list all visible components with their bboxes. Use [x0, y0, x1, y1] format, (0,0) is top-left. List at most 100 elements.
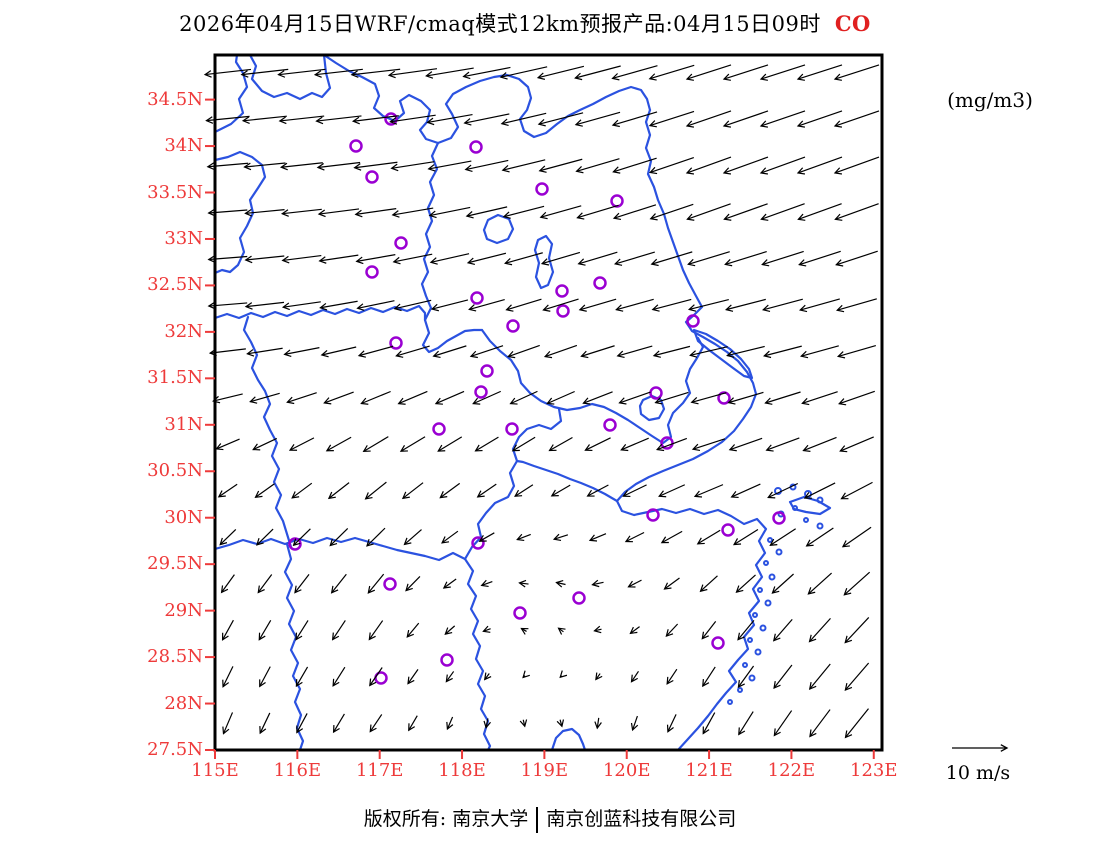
wind-arrow [836, 250, 878, 266]
wind-arrow [210, 348, 246, 354]
wind-arrow-head [624, 535, 633, 543]
wind-arrow [485, 718, 489, 728]
station-circle [686, 314, 700, 328]
wind-arrow-head [651, 304, 660, 312]
wind-arrow-head [548, 444, 557, 452]
wind-arrow-head [796, 167, 806, 175]
wind-arrow [333, 713, 345, 733]
island-mark [792, 505, 798, 511]
wind-arrow-head [844, 635, 853, 644]
wind-arrow-head [835, 304, 845, 313]
wind-arrow [512, 436, 536, 452]
wind-arrow-head [737, 680, 745, 689]
wind-arrow [697, 529, 721, 545]
lon-axis-label: 120E [602, 760, 651, 781]
wind-arrow-head [738, 727, 746, 736]
wind-arrow [623, 484, 647, 497]
station-circle [572, 591, 586, 605]
wind-arrow-head [722, 120, 732, 128]
wind-arrow-head [258, 632, 266, 641]
wind-arrow [443, 578, 457, 589]
wind-arrow-head [244, 208, 253, 217]
island-mark [759, 624, 767, 632]
wind-arrow [583, 391, 613, 404]
wind-arrow [279, 115, 325, 122]
wind-arrow-head [798, 304, 808, 313]
wind-arrow [402, 482, 424, 499]
wind-arrow [615, 251, 655, 265]
wind-arrow-head [660, 536, 669, 544]
wind-arrow [556, 581, 566, 586]
wind-arrow [549, 437, 573, 451]
wind-arrow [365, 481, 387, 500]
wind-arrow [502, 159, 546, 171]
wind-arrow [702, 712, 716, 734]
wind-arrow-head [574, 72, 583, 81]
wind-arrow [469, 298, 505, 311]
wind-arrow [737, 665, 755, 688]
wind-arrow [844, 662, 870, 691]
station-circle [440, 653, 454, 667]
wind-arrow [630, 626, 640, 634]
coastline-border-line [550, 727, 587, 750]
wind-arrow [426, 67, 474, 77]
wind-arrow [688, 251, 730, 265]
wind-arrow [578, 251, 618, 265]
wind-arrow [318, 208, 360, 215]
station-circle [505, 422, 519, 436]
wind-arrow-head [483, 720, 491, 729]
wind-arrow-head [463, 118, 472, 126]
coastline-border-line [242, 315, 293, 549]
wind-arrow-head [281, 255, 290, 264]
wind-arrow [797, 110, 843, 127]
wind-arrow [798, 203, 842, 220]
wind-arrow [294, 574, 310, 593]
wind-arrow [592, 581, 604, 586]
wind-arrow-head [685, 167, 695, 175]
station-circle [721, 523, 735, 537]
wind-arrow-head [836, 351, 846, 359]
wind-arrow-head [504, 257, 513, 266]
wind-arrow-head [702, 726, 710, 735]
station-circle [470, 291, 484, 305]
wind-arrow-head [367, 585, 376, 594]
wind-arrow [514, 484, 534, 497]
wind-arrow [834, 156, 880, 174]
wind-arrow-head [462, 71, 471, 80]
wind-arrow-head [732, 538, 742, 546]
wind-arrow-head [843, 588, 852, 596]
wind-arrow [765, 391, 801, 404]
wind-arrow-head [331, 632, 340, 641]
wind-arrow [576, 158, 620, 172]
wind-arrow-head [437, 444, 446, 452]
wind-arrow-head [286, 396, 295, 405]
wind-arrow-head [291, 491, 300, 499]
wind-arrow [649, 64, 695, 80]
footer-divider [536, 807, 539, 833]
station-circle [556, 304, 570, 318]
wind-arrow-head [759, 120, 769, 128]
wind-arrow [661, 530, 683, 544]
wind-arrow [368, 620, 384, 640]
wind-arrow-head [295, 632, 303, 641]
lon-axis-label: 123E [850, 760, 898, 781]
wind-arrow-head [761, 259, 770, 267]
wind-arrow-head [727, 397, 736, 405]
page-title: 2026年04月15日WRF/cmaq模式12km预报产品:04月15日09时 C… [0, 8, 1050, 38]
wind-arrow-head [222, 726, 230, 735]
wind-arrow-head [221, 632, 229, 641]
wind-arrow-head [505, 304, 514, 312]
wind-arrow [247, 347, 283, 355]
island-mark [764, 599, 772, 607]
station-circle [593, 276, 607, 290]
wind-arrow-head [432, 350, 441, 359]
coastline-border-line [248, 55, 332, 101]
wind-arrow [390, 114, 436, 123]
wind-arrow-head [737, 632, 745, 641]
wind-arrow-head [219, 537, 228, 546]
wind-arrow-head [315, 116, 324, 125]
wind-arrow-head [803, 492, 812, 499]
wind-arrow-head [835, 259, 844, 267]
wind-arrow [473, 390, 501, 405]
wind-arrow-head [426, 117, 435, 126]
